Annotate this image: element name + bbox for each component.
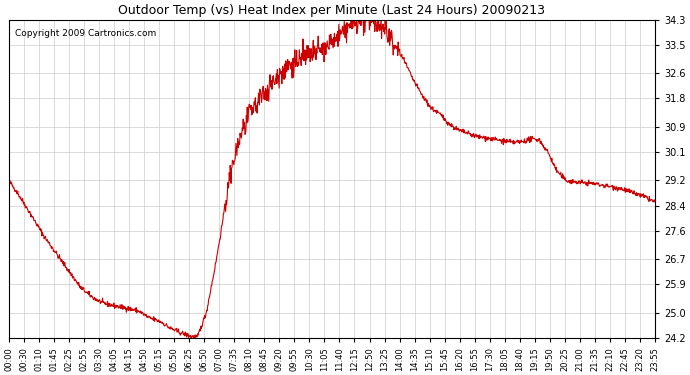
Text: Copyright 2009 Cartronics.com: Copyright 2009 Cartronics.com (15, 29, 157, 38)
Title: Outdoor Temp (vs) Heat Index per Minute (Last 24 Hours) 20090213: Outdoor Temp (vs) Heat Index per Minute … (119, 4, 545, 17)
